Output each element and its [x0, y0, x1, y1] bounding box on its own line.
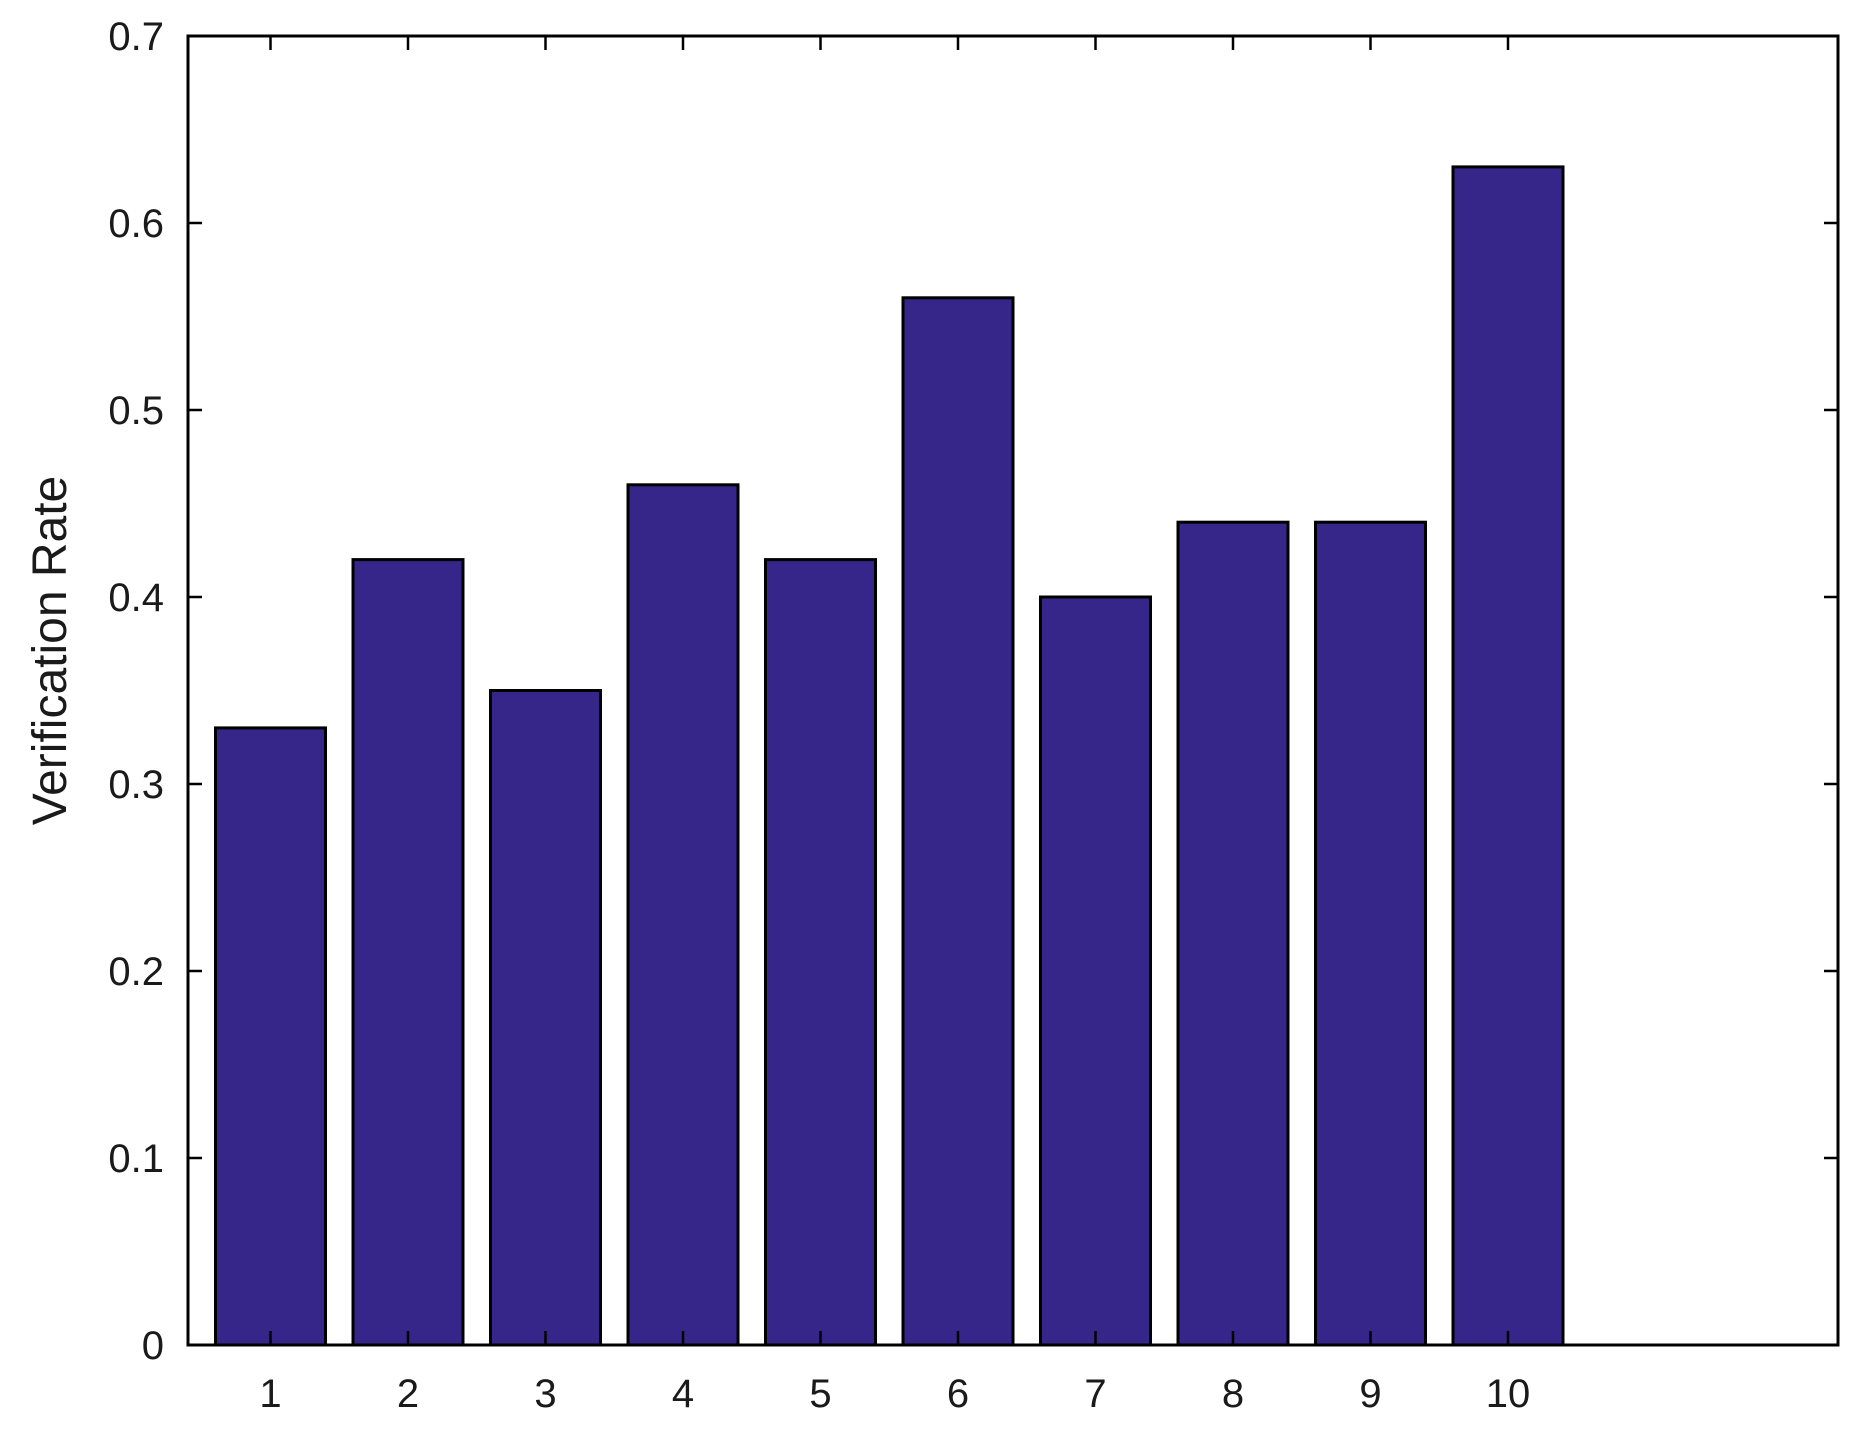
y-tick-label: 0: [142, 1324, 164, 1368]
y-tick-label: 0.3: [108, 763, 164, 807]
bars-group: [214, 165, 1565, 1347]
x-tick-label: 2: [397, 1372, 419, 1416]
tick-labels-group: 0 0.1 0.2 0.3 0.4 0.5 0.6 0.7 1 2 3 4 5 6 7 8 9 10: [108, 15, 1530, 1416]
bar-8: [1176, 520, 1290, 1347]
y-axis-label: Verification Rate: [24, 476, 77, 826]
bar-4: [626, 483, 740, 1347]
bar-10: [1451, 165, 1565, 1347]
y-tick-label: 0.6: [108, 202, 164, 246]
bar-3: [489, 689, 602, 1347]
x-tick-label: 10: [1486, 1372, 1531, 1416]
y-tick-label: 0.4: [108, 576, 164, 620]
x-tick-label: 9: [1359, 1372, 1381, 1416]
bar-7: [1039, 595, 1152, 1347]
x-tick-label: 1: [259, 1372, 281, 1416]
plot-frame: [186, 34, 1840, 1347]
bar-9: [1314, 520, 1427, 1347]
x-tick-label: 7: [1084, 1372, 1106, 1416]
bar-1: [214, 726, 327, 1347]
x-tick-label: 6: [947, 1372, 969, 1416]
x-tick-label: 8: [1222, 1372, 1244, 1416]
x-tick-label: 4: [672, 1372, 694, 1416]
x-tick-label: 5: [809, 1372, 831, 1416]
bar-6: [901, 296, 1015, 1347]
y-tick-label: 0.7: [108, 15, 164, 59]
bar-5: [764, 558, 877, 1347]
x-tick-label: 3: [534, 1372, 556, 1416]
y-tick-label: 0.1: [108, 1137, 164, 1181]
bar-2: [351, 558, 465, 1347]
y-tick-label: 0.2: [108, 950, 164, 994]
y-tick-label: 0.5: [108, 389, 164, 433]
